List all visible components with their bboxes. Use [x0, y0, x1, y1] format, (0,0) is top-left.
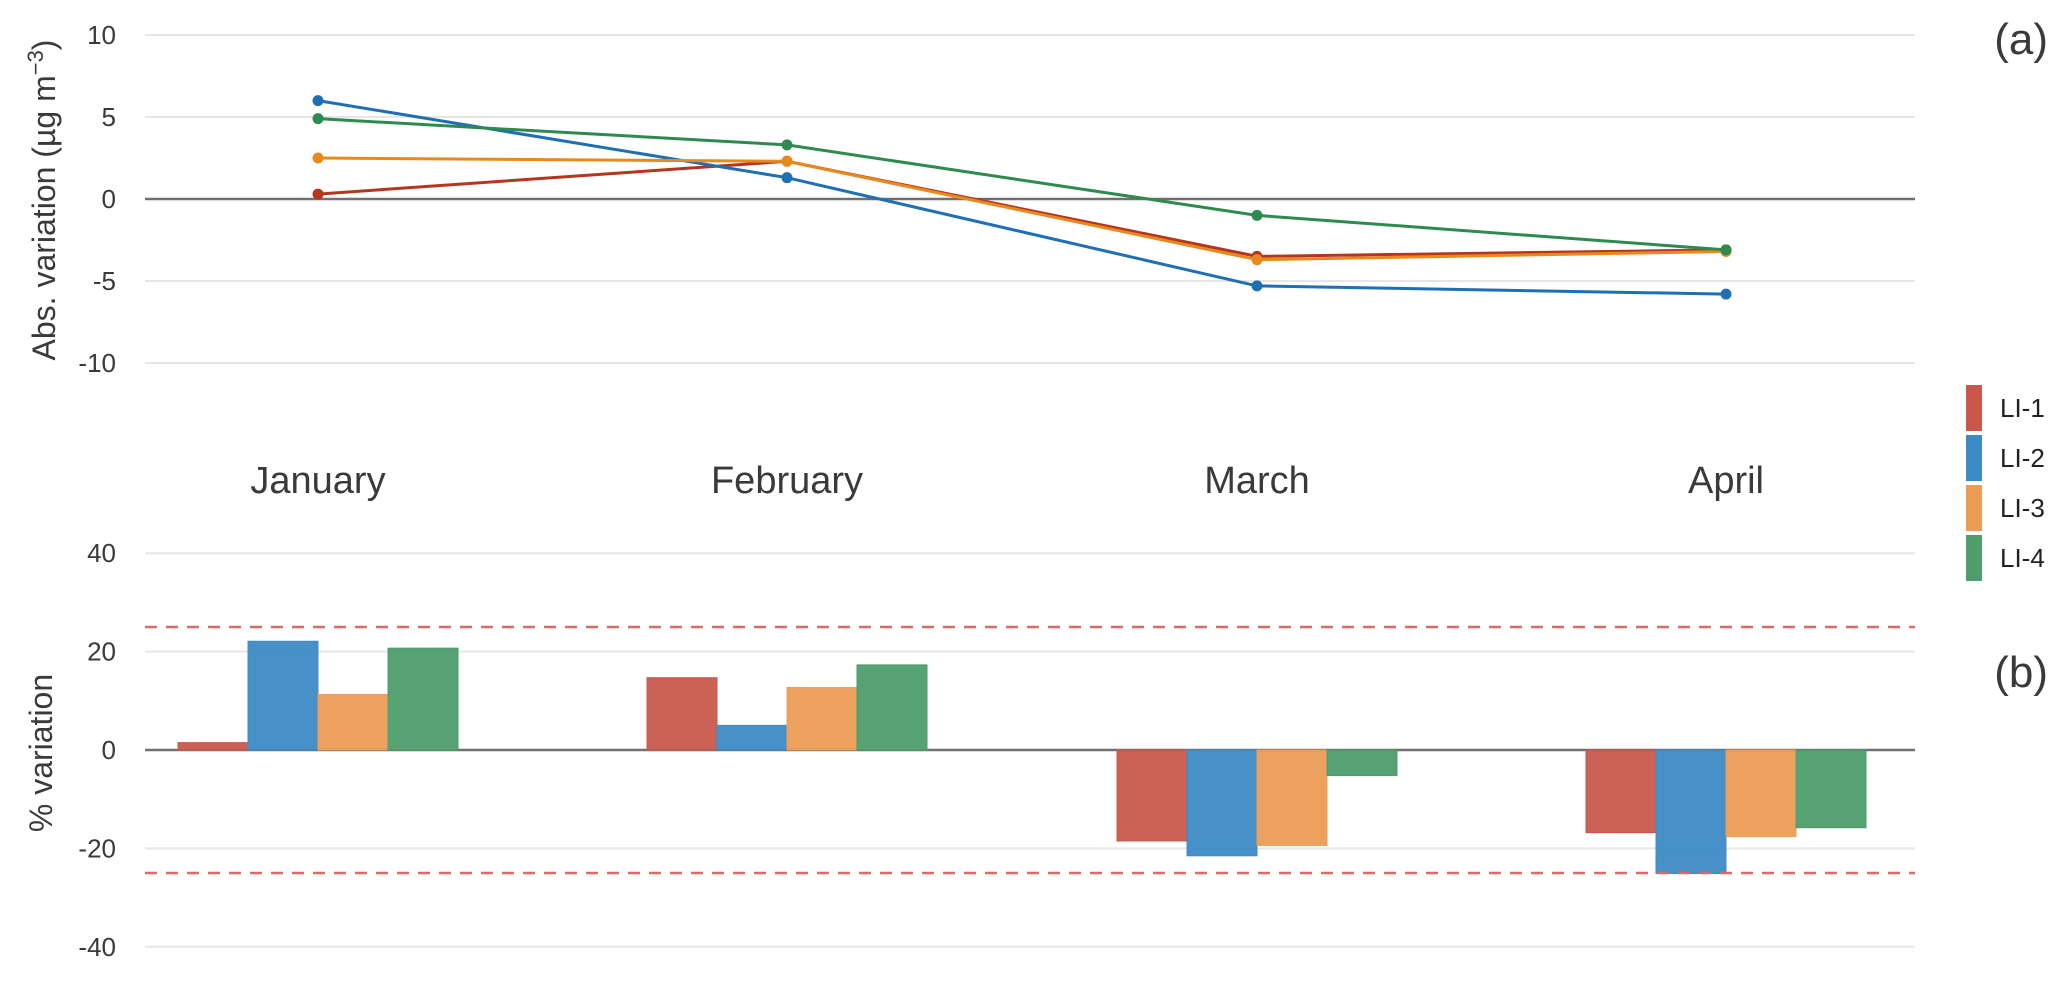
data-point-li-2	[781, 172, 793, 184]
data-point-li-4	[1251, 209, 1263, 221]
bar-li-4	[856, 664, 928, 751]
legend-swatch-li-2	[1966, 435, 1982, 481]
series-line-li-4	[317, 117, 1727, 252]
legend-swatch-li-3	[1966, 485, 1982, 531]
legend-label-li-2: LI-2	[2000, 443, 2045, 473]
legend-swatch-li-4	[1966, 535, 1982, 581]
month-label: March	[1204, 460, 1310, 502]
month-labels: January February March April	[250, 460, 1764, 502]
month-label: April	[1688, 460, 1764, 502]
series-line-li-2	[317, 99, 1727, 296]
bar-li-3	[1256, 749, 1328, 846]
top-panel-y-axis-label: Abs. variation (µg m−3)	[23, 40, 63, 361]
top-panel-y-ticks: 10 5 0 -5 -10	[78, 20, 116, 378]
bar-li-2	[1655, 749, 1727, 874]
data-point-li-3	[312, 152, 324, 164]
bottom-panel-reference-lines	[145, 625, 1915, 875]
series-line-li-1	[317, 159, 1727, 258]
bottom-y-tick-label: 40	[87, 538, 116, 568]
data-point-li-3	[1251, 254, 1263, 266]
bottom-panel-y-ticks: 40 20 0 -20 -40	[78, 538, 116, 962]
bottom-panel-label: (b)	[1994, 648, 2048, 697]
bar-li-4	[387, 647, 459, 751]
top-panel-series	[312, 95, 1732, 300]
top-y-tick-label: 5	[102, 102, 116, 132]
bar-li-4	[1326, 749, 1398, 777]
bar-li-2	[1186, 749, 1258, 857]
bar-li-3	[786, 687, 858, 751]
top-y-tick-label: 10	[87, 20, 116, 50]
bar-li-2	[247, 640, 319, 751]
bottom-y-tick-label: 0	[102, 735, 116, 765]
bar-li-3	[1725, 749, 1797, 838]
data-point-li-2	[312, 95, 324, 107]
bar-li-1	[646, 677, 718, 751]
legend-swatch-li-1	[1966, 385, 1982, 431]
data-point-li-2	[1720, 288, 1732, 300]
top-y-tick-label: -10	[78, 348, 116, 378]
bottom-panel-bars	[177, 640, 1867, 874]
legend: LI-1 LI-2 LI-3 LI-4	[1966, 385, 2045, 581]
bar-li-1	[177, 742, 249, 751]
month-label: February	[711, 460, 863, 502]
data-point-li-3	[781, 155, 793, 167]
top-panel-label: (a)	[1994, 15, 2048, 64]
bottom-y-tick-label: -20	[78, 833, 116, 863]
bar-li-4	[1795, 749, 1867, 829]
legend-label-li-1: LI-1	[2000, 393, 2045, 423]
legend-label-li-3: LI-3	[2000, 493, 2045, 523]
top-y-tick-label: 0	[102, 184, 116, 214]
month-label: January	[250, 460, 385, 502]
data-point-li-1	[312, 188, 324, 200]
top-y-tick-label: -5	[93, 266, 116, 296]
series-line-li-3	[317, 156, 1727, 262]
top-panel-gridlines	[145, 34, 1915, 364]
bottom-panel-y-axis-label: % variation	[23, 674, 59, 832]
data-point-li-4	[312, 113, 324, 125]
data-point-li-4	[1720, 244, 1732, 256]
bar-li-1	[1116, 749, 1188, 842]
bottom-y-tick-label: 20	[87, 637, 116, 667]
bar-li-1	[1585, 749, 1657, 834]
data-point-li-4	[781, 139, 793, 151]
bar-li-2	[716, 724, 788, 751]
bar-li-3	[317, 693, 389, 751]
bottom-y-tick-label: -40	[78, 932, 116, 962]
data-point-li-2	[1251, 280, 1263, 292]
legend-label-li-4: LI-4	[2000, 543, 2045, 573]
